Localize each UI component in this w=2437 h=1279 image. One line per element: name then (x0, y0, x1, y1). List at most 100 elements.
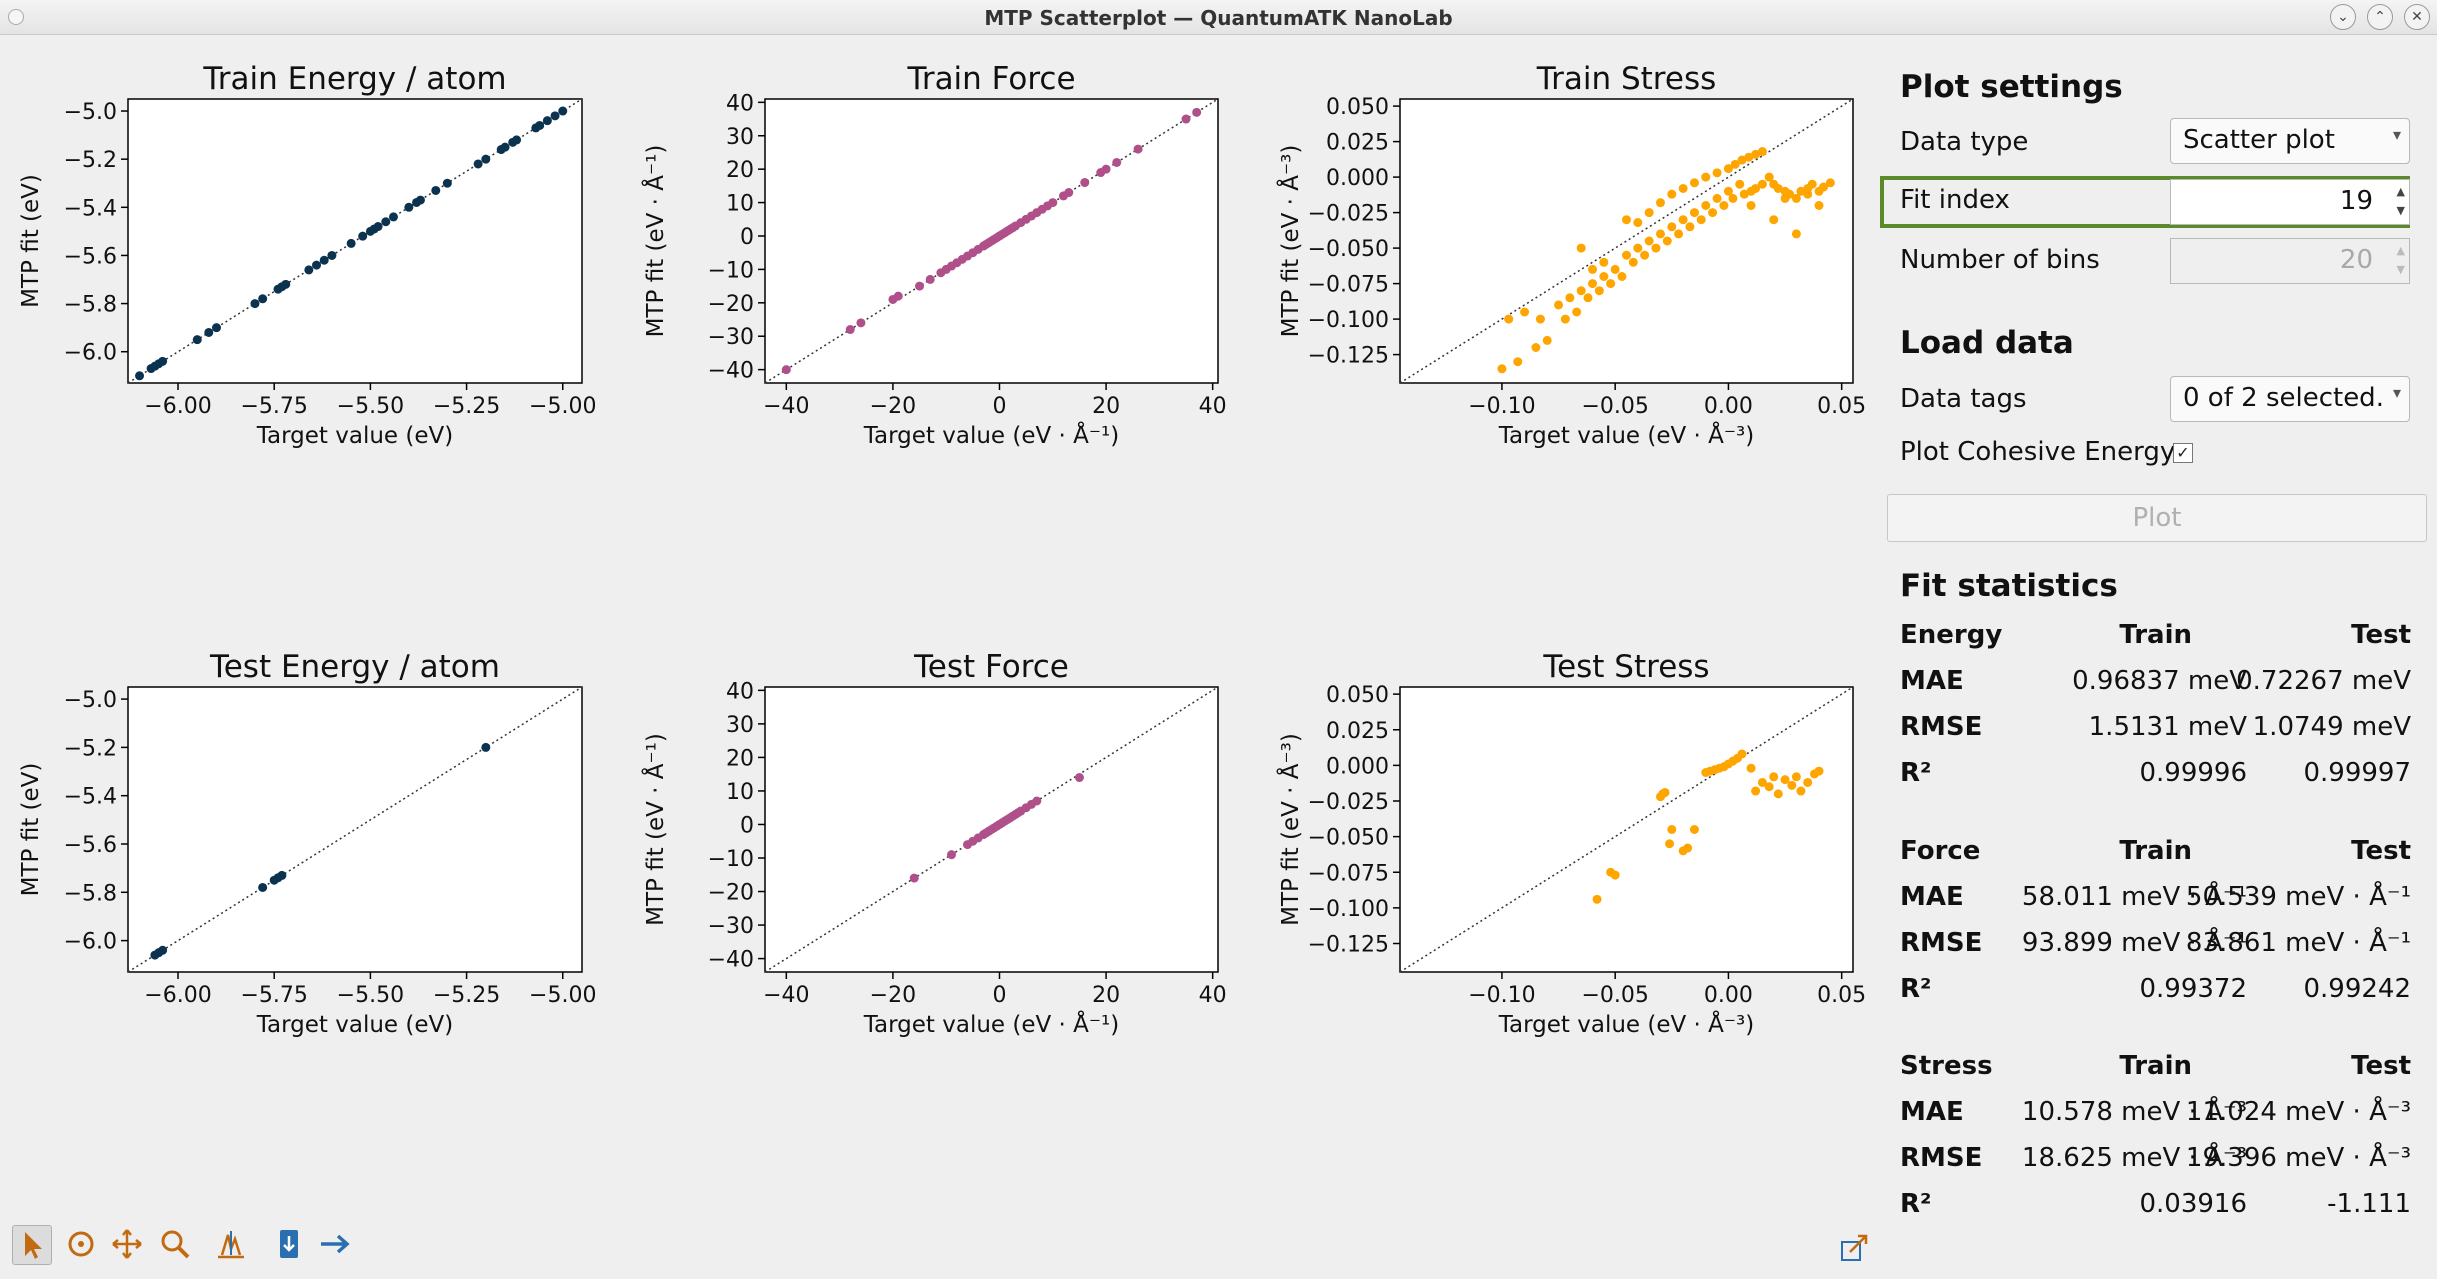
pan-icon[interactable] (62, 1225, 100, 1263)
data-point (856, 318, 866, 328)
x-tick-label: −5.50 (337, 983, 404, 1008)
data-point (1685, 222, 1695, 232)
y-tick-label: 10 (726, 192, 754, 217)
data-point (1764, 782, 1774, 792)
y-tick-label: 40 (726, 91, 754, 116)
move-icon[interactable] (108, 1225, 146, 1263)
window-menu-icon[interactable] (8, 9, 24, 25)
y-tick-label: −0.025 (1308, 202, 1389, 227)
x-tick-label: −5.00 (529, 983, 596, 1008)
stats-row-label: RMSE (1900, 928, 1983, 958)
y-tick-label: −0.050 (1308, 826, 1389, 851)
bins-spinbox[interactable]: 20 ▲ ▼ (2170, 238, 2410, 284)
data-point (1583, 293, 1593, 303)
y-axis-label: MTP fit (eV) (18, 174, 44, 308)
data-point (1599, 257, 1609, 267)
x-axis-label: Target value (eV · Å⁻¹) (863, 1010, 1119, 1038)
chart-title: Train Force (906, 61, 1075, 97)
data-point (473, 159, 483, 169)
chart-title: Test Force (913, 649, 1069, 685)
maximize-icon[interactable]: ⌃ (2367, 4, 2393, 30)
export-icon[interactable] (316, 1225, 354, 1263)
data-point (404, 202, 414, 212)
cohesive-energy-label: Plot Cohesive Energy (1900, 437, 2176, 467)
zoom-icon[interactable] (156, 1225, 194, 1263)
popout-icon[interactable] (1836, 1228, 1874, 1266)
data-point (319, 255, 329, 265)
data-point (431, 185, 441, 195)
y-tick-label: −0.075 (1308, 861, 1389, 886)
data-tags-label: Data tags (1900, 384, 2027, 414)
data-tags-select[interactable]: 0 of 2 selected. ▾ (2170, 376, 2410, 422)
stats-group-force: Force (1900, 836, 1981, 866)
x-tick-label: −5.25 (433, 983, 500, 1008)
y-tick-label: −20 (708, 292, 754, 317)
data-point (1504, 314, 1514, 324)
data-point (1803, 777, 1813, 787)
chevron-down-icon: ▾ (2392, 125, 2401, 144)
y-tick-label: 0.025 (1326, 719, 1389, 744)
y-tick-label: −0.100 (1308, 308, 1389, 333)
stats-test-value: 0.72267 meV (2236, 666, 2411, 696)
data-point (1757, 777, 1767, 787)
data-point (312, 260, 322, 270)
stats-train-value: 18.625 meV · Å⁻³ (2021, 1143, 2247, 1173)
data-point (1701, 172, 1711, 182)
chart-panel-2: −40 −20 0 20 40 −40 −30 −20 −10 0 10 20 30 40 Train Fo… (641, 61, 1227, 449)
minimize-icon[interactable]: ⌄ (2330, 4, 2356, 30)
data-point (1814, 766, 1824, 776)
stats-col-test: Test (2351, 1051, 2411, 1081)
stats-train-value: 58.011 meV · Å⁻¹ (2021, 882, 2247, 912)
cohesive-energy-checkbox[interactable]: ✓ (2173, 443, 2193, 463)
data-point (211, 323, 221, 333)
fit-icon[interactable] (212, 1225, 250, 1263)
load-data-heading: Load data (1900, 325, 2074, 361)
y-tick-label: 0.025 (1326, 131, 1389, 156)
data-point (1751, 183, 1761, 193)
stats-col-test: Test (2351, 836, 2411, 866)
data-point (1572, 307, 1582, 317)
stats-test-value: 83.861 meV · Å⁻¹ (2185, 928, 2411, 958)
y-axis-label: MTP fit (eV) (18, 763, 44, 897)
y-tick-label: −0.100 (1308, 897, 1389, 922)
stats-test-value: 11.024 meV · Å⁻³ (2185, 1097, 2411, 1127)
save-icon[interactable] (270, 1225, 308, 1263)
chart-panel-6: −0.10 −0.05 0.00 0.05 −0.125 −0.100 −0.075 −0.0… (1276, 649, 1866, 1038)
fit-statistics-heading: Fit statistics (1900, 568, 2118, 604)
stats-row-label: R² (1900, 1189, 1932, 1219)
data-point (1744, 152, 1754, 162)
data-point (845, 325, 855, 335)
chart-panel-1: −6.00 −5.75 −5.50 −5.25 −5.00 −6.0 −5.8 −5.6 −5.… (18, 61, 596, 449)
data-point (550, 111, 560, 121)
data-type-select[interactable]: Scatter plot ▾ (2170, 118, 2410, 164)
pointer-icon[interactable] (12, 1225, 52, 1265)
close-icon[interactable]: ✕ (2404, 4, 2430, 30)
data-point (1757, 147, 1767, 157)
x-tick-label: −6.00 (144, 983, 211, 1008)
data-point (1048, 198, 1058, 208)
spin-arrows-icon[interactable]: ▲ ▼ (2396, 185, 2405, 217)
data-point (1751, 786, 1761, 796)
x-tick-label: −0.10 (1468, 983, 1535, 1008)
stats-train-value: 0.99996 (2139, 758, 2247, 788)
x-tick-label: −0.05 (1581, 394, 1648, 419)
data-point (1644, 236, 1654, 246)
data-point (1735, 179, 1745, 189)
data-point (1662, 236, 1672, 246)
data-point (1773, 789, 1783, 799)
data-point (1080, 178, 1090, 188)
data-point (1678, 183, 1688, 193)
data-point (327, 250, 337, 260)
y-tick-label: −0.125 (1308, 933, 1389, 958)
diagonal-reference-line (1399, 686, 1854, 973)
data-point (1803, 189, 1813, 199)
plot-button[interactable]: Plot (1887, 494, 2427, 542)
data-point (1780, 193, 1790, 203)
scatter-plots-grid: −6.00 −5.75 −5.50 −5.25 −5.00−6.0−5.8−5.6−5.… (18, 61, 1866, 1038)
stats-test-value: 50.539 meV · Å⁻¹ (2185, 882, 2411, 912)
plot-canvas[interactable]: −6.00 −5.75 −5.50 −5.25 −5.00 −6.0 −5.8 −5.6 −5.… (0, 35, 1880, 1279)
fit-index-spinbox[interactable]: 19 ▲ ▼ (2170, 179, 2410, 225)
data-point (304, 265, 314, 275)
data-point (1791, 772, 1801, 782)
chart-panel-5: −40 −20 0 20 40 −40 −30 −20 −10 0 10 20 30 40 Test For… (641, 649, 1227, 1038)
